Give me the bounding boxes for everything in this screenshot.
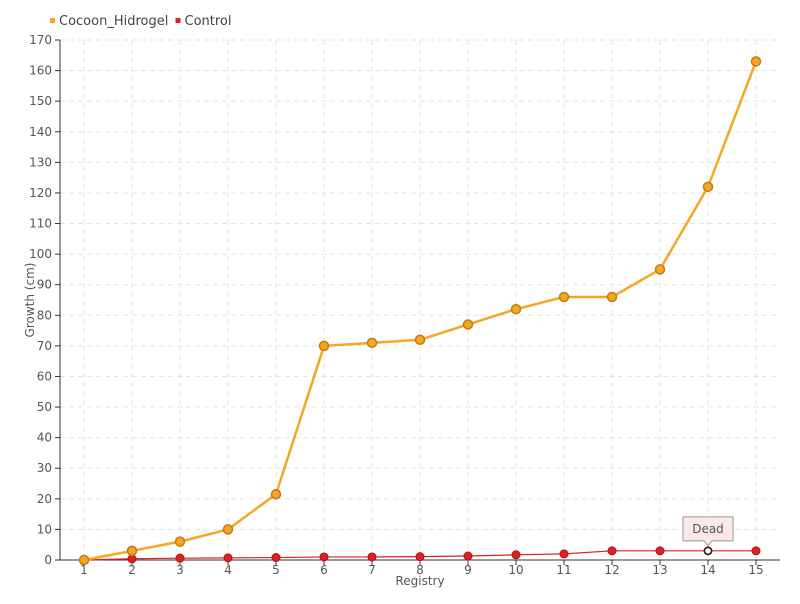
data-point <box>126 545 138 557</box>
y-tick-label: 140 <box>29 125 52 139</box>
x-tick-label: 11 <box>556 563 571 577</box>
y-tick-label: 20 <box>37 492 52 506</box>
legend: Cocoon_Hidrogel Control <box>50 14 232 29</box>
data-point <box>606 291 618 303</box>
x-tick-label: 8 <box>416 563 424 577</box>
annotations: Dead <box>682 516 734 556</box>
data-point <box>78 554 90 566</box>
y-tick-label: 70 <box>37 339 52 353</box>
data-point <box>607 546 617 556</box>
data-point <box>559 549 569 559</box>
data-point <box>462 319 474 330</box>
y-tick-label: 40 <box>37 431 52 445</box>
data-point <box>511 550 521 560</box>
data-point <box>558 291 570 303</box>
series-cocoon-hidrogel <box>78 56 762 566</box>
x-tick-label: 14 <box>700 563 715 577</box>
annotation-callout: Dead <box>682 516 734 556</box>
legend-swatch <box>175 18 181 23</box>
annotated-point <box>703 546 713 556</box>
y-tick-label: 0 <box>44 553 52 567</box>
data-point <box>367 552 377 562</box>
y-axis-title: Growth (cm) <box>23 263 37 338</box>
y-tick-label: 80 <box>37 308 52 322</box>
data-point <box>222 524 234 535</box>
legend-label: Cocoon_Hidrogel <box>59 14 168 29</box>
annotation-label: Dead <box>692 522 724 536</box>
data-point <box>510 303 522 315</box>
series-layer <box>78 56 762 566</box>
y-tick-label: 110 <box>29 217 52 231</box>
x-tick-label: 5 <box>272 563 280 577</box>
y-tick-label: 150 <box>29 94 52 108</box>
y-tick-label: 120 <box>29 186 52 200</box>
legend-item: Cocoon_Hidrogel <box>50 14 168 29</box>
data-point <box>654 264 666 275</box>
x-tick-label: 7 <box>368 563 376 577</box>
x-tick-label: 12 <box>604 563 619 577</box>
y-tick-label: 130 <box>29 155 52 169</box>
annotation-box <box>682 516 734 547</box>
data-point <box>750 56 762 67</box>
data-point <box>751 546 761 556</box>
x-tick-label: 4 <box>224 563 232 577</box>
y-tick-label: 10 <box>37 522 52 536</box>
legend-item: Control <box>175 14 232 29</box>
legend-swatch <box>50 18 55 23</box>
y-tick-label: 50 <box>37 400 52 414</box>
y-tick-label: 90 <box>37 278 52 292</box>
x-tick-label: 6 <box>320 563 328 577</box>
y-tick-label: 160 <box>29 64 52 78</box>
x-tick-label: 10 <box>508 563 523 577</box>
data-point <box>366 337 378 349</box>
data-point <box>463 551 473 561</box>
data-point <box>319 552 329 562</box>
data-point <box>175 553 185 563</box>
x-axis-title: Registry <box>395 574 444 588</box>
data-point <box>415 552 425 562</box>
x-tick-label: 1 <box>80 563 88 577</box>
x-tick-label: 3 <box>176 563 184 577</box>
data-point <box>318 340 330 352</box>
y-tick-label: 100 <box>29 247 52 261</box>
y-tick-label: 30 <box>37 461 52 475</box>
data-point <box>414 334 426 346</box>
data-point <box>702 181 714 193</box>
x-tick-label: 9 <box>464 563 472 577</box>
x-tick-label: 2 <box>128 563 136 577</box>
x-tick-label: 13 <box>652 563 667 577</box>
data-point <box>223 553 233 563</box>
data-point <box>174 536 186 547</box>
y-tick-label: 170 <box>29 33 52 47</box>
grid <box>60 39 780 560</box>
legend-label: Control <box>185 14 232 29</box>
data-point <box>271 553 281 563</box>
data-point <box>270 488 282 500</box>
data-point <box>655 546 665 556</box>
y-tick-label: 60 <box>37 369 52 383</box>
x-tick-label: 15 <box>748 563 763 577</box>
y-tick-labels: 0 10 20 30 40 50 60 70 80 90 100 110 120 130 140 150 160… <box>29 33 60 567</box>
